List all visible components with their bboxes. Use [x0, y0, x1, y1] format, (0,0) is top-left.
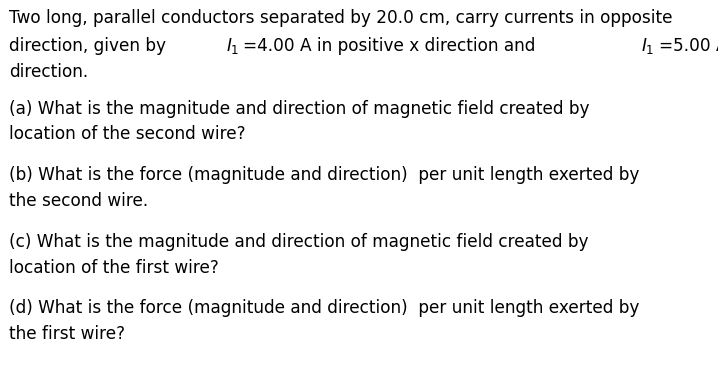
Text: direction, given by: direction, given by: [9, 37, 177, 55]
Text: =4.00 A in positive x direction and: =4.00 A in positive x direction and: [243, 37, 551, 55]
Text: the second wire.: the second wire.: [9, 192, 149, 210]
Text: (c) What is the magnitude and direction of magnetic field created by: (c) What is the magnitude and direction …: [9, 233, 600, 251]
Text: (a) What is the magnitude and direction of magnetic field created by: (a) What is the magnitude and direction …: [9, 100, 600, 118]
Text: Two long, parallel conductors separated by 20.0 cm, carry currents in opposite: Two long, parallel conductors separated …: [9, 9, 673, 27]
Text: location of the first wire?: location of the first wire?: [9, 259, 219, 277]
Text: (d) What is the force (magnitude and direction)  per unit length exerted by: (d) What is the force (magnitude and dir…: [9, 299, 651, 317]
Text: the first wire?: the first wire?: [9, 325, 126, 343]
Text: =5.00 A in negative x: =5.00 A in negative x: [658, 37, 718, 55]
Text: $I_1$: $I_1$: [641, 36, 655, 56]
Text: (b) What is the force (magnitude and direction)  per unit length exerted by: (b) What is the force (magnitude and dir…: [9, 166, 651, 184]
Text: $I_1$: $I_1$: [225, 36, 239, 56]
Text: location of the second wire?: location of the second wire?: [9, 125, 246, 144]
Text: direction.: direction.: [9, 63, 88, 81]
